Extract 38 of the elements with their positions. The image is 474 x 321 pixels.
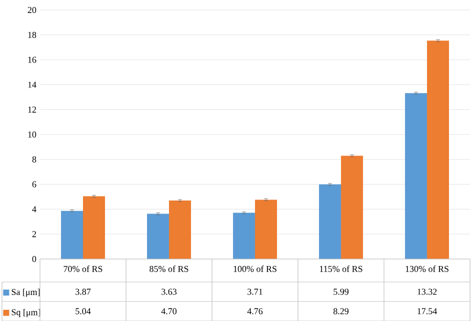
bar bbox=[340, 156, 363, 259]
y-tick-label: 16 bbox=[28, 56, 36, 63]
y-tick-label: 4 bbox=[32, 206, 36, 212]
bar bbox=[318, 184, 341, 259]
bar bbox=[61, 210, 83, 259]
bar bbox=[426, 40, 449, 259]
y-tick-label: 12 bbox=[28, 106, 36, 112]
y-tick-label: 20 bbox=[28, 6, 36, 13]
data-label: 4.76 bbox=[247, 308, 263, 314]
data-label: 5.04 bbox=[76, 308, 91, 314]
data-label: 3.71 bbox=[248, 288, 262, 295]
y-tick-label: 14 bbox=[28, 82, 36, 88]
data-label: 5.99 bbox=[334, 288, 349, 295]
data-label: 3.87 bbox=[76, 288, 91, 295]
bar bbox=[255, 200, 277, 259]
y-tick-label: 8 bbox=[32, 156, 36, 162]
data-label: 8.29 bbox=[333, 308, 349, 314]
y-tick-label: 18 bbox=[28, 32, 36, 38]
x-tick-label: 100% of RS bbox=[234, 265, 276, 272]
y-tick-label: 10 bbox=[28, 131, 36, 138]
bar bbox=[404, 93, 427, 259]
y-tick-label: 0 bbox=[32, 256, 36, 262]
legend-label: Sa [μm] bbox=[12, 288, 40, 297]
data-label: 3.63 bbox=[162, 288, 177, 295]
bar bbox=[83, 196, 105, 259]
y-tick-label: 6 bbox=[32, 181, 36, 188]
x-tick-label: 85% of RS bbox=[150, 265, 188, 272]
bar bbox=[169, 200, 191, 259]
y-tick-label: 2 bbox=[32, 230, 36, 237]
legend-label: Sq [μm] bbox=[12, 308, 40, 317]
x-tick-label: 115% of RS bbox=[320, 265, 362, 272]
bar bbox=[147, 214, 169, 259]
data-label: 17.54 bbox=[418, 308, 437, 314]
bar bbox=[233, 212, 255, 259]
x-tick-label: 130% of RS bbox=[406, 265, 448, 272]
data-label: 4.70 bbox=[161, 308, 177, 314]
data-label: 13.32 bbox=[418, 288, 437, 295]
x-tick-label: 70% of RS bbox=[64, 265, 102, 272]
